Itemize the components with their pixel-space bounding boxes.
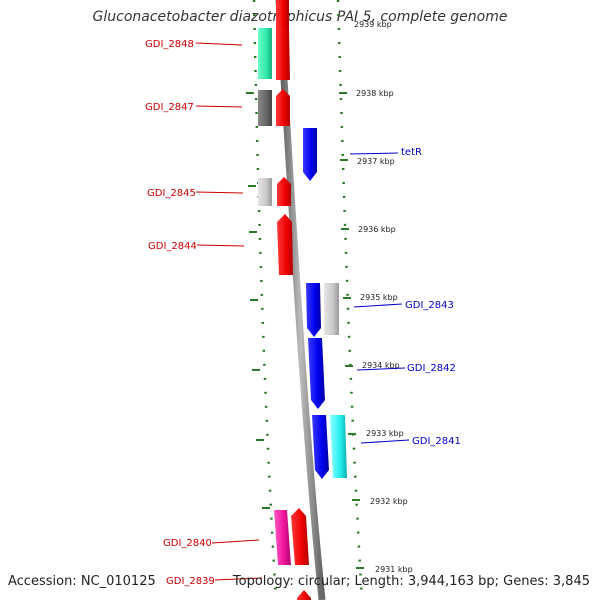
kbp-label: 2931 kbp xyxy=(375,565,413,574)
gene-feature-2842[interactable] xyxy=(308,338,325,409)
gene-feature-2843-a[interactable] xyxy=(306,283,321,337)
left-major-ticks xyxy=(246,92,270,509)
gene-feature-2841-b[interactable] xyxy=(330,415,347,478)
gene-feature-2843-b[interactable] xyxy=(324,283,339,335)
kbp-label: 2932 kbp xyxy=(370,497,408,506)
forward-genes xyxy=(258,0,311,600)
gene-label-left[interactable]: GDI_2839 xyxy=(166,576,215,587)
kbp-label: 2936 kbp xyxy=(358,225,396,234)
gene-feature-2845-a[interactable] xyxy=(258,178,272,206)
left-leader-lines xyxy=(195,42,263,581)
right-major-ticks xyxy=(339,92,364,569)
map-title: Gluconacetobacter diazotrophicus PAI 5, … xyxy=(92,9,508,25)
topology-text: Topology: circular; Length: 3,944,163 bp… xyxy=(232,574,590,589)
genome-backbone xyxy=(275,0,326,600)
gene-feature-2847-a[interactable] xyxy=(258,90,272,126)
gene-feature-2848-top[interactable] xyxy=(276,0,289,28)
gene-feature-2848-a[interactable] xyxy=(258,28,272,79)
gene-label-left[interactable]: GDI_2848 xyxy=(145,39,194,50)
right-leader-lines xyxy=(349,152,410,444)
accession-text: Accession: NC_010125 xyxy=(8,574,156,589)
kbp-label: 2933 kbp xyxy=(366,429,404,438)
gene-label-left[interactable]: GDI_2844 xyxy=(148,241,197,252)
gene-label-left[interactable]: GDI_2845 xyxy=(147,188,196,199)
gene-feature-2840-a[interactable] xyxy=(274,510,291,565)
gene-feature-2840-b[interactable] xyxy=(291,508,309,565)
reverse-genes xyxy=(303,128,347,479)
kbp-label: 2935 kbp xyxy=(360,293,398,302)
gene-feature-tetr[interactable] xyxy=(303,128,317,181)
gene-feature-2841-a[interactable] xyxy=(312,415,329,479)
gene-feature-2847-b[interactable] xyxy=(276,89,290,126)
kbp-label: 2939 kbp xyxy=(354,20,392,29)
gene-label-left[interactable]: GDI_2840 xyxy=(163,538,212,549)
left-tick-column xyxy=(252,0,278,600)
kbp-label: 2937 kbp xyxy=(357,157,395,166)
kbp-label: 2934 kbp xyxy=(362,361,400,370)
gene-feature-2845-b[interactable] xyxy=(277,177,291,206)
gene-label-left[interactable]: GDI_2847 xyxy=(145,102,194,113)
gene-feature-2848-b[interactable] xyxy=(276,28,290,80)
right-tick-column xyxy=(336,0,364,600)
kbp-label: 2938 kbp xyxy=(356,89,394,98)
gene-label-right[interactable]: GDI_2843 xyxy=(405,300,454,311)
gene-label-right[interactable]: GDI_2841 xyxy=(412,436,461,447)
gene-label-right[interactable]: tetR xyxy=(401,147,422,158)
gene-label-right[interactable]: GDI_2842 xyxy=(407,363,456,374)
gene-feature-2839[interactable] xyxy=(297,590,311,600)
gene-feature-2844[interactable] xyxy=(277,214,293,275)
